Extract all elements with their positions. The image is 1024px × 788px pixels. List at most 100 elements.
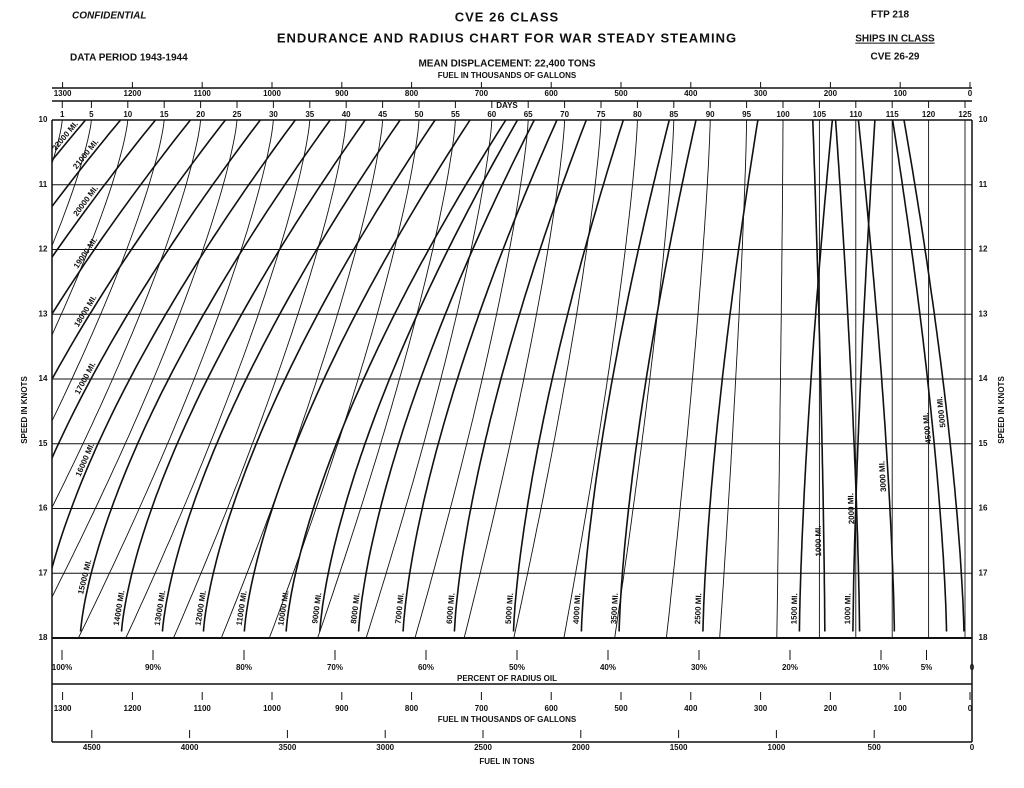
ships: CVE 26-29 bbox=[871, 52, 920, 63]
tons-label: 1000 bbox=[768, 743, 786, 752]
day-line bbox=[52, 120, 129, 337]
displacement: MEAN DISPLACEMENT: 22,400 TONS bbox=[418, 59, 595, 70]
day-line bbox=[52, 120, 92, 247]
distance-curve bbox=[52, 120, 261, 461]
top-fuel-label: 100 bbox=[894, 89, 908, 98]
bottom-fuel-label: 100 bbox=[894, 704, 908, 713]
distance-curve bbox=[285, 120, 507, 632]
bottom-fuel-label: 600 bbox=[545, 704, 559, 713]
tons-label: 0 bbox=[970, 743, 975, 752]
speed-label: 14 bbox=[979, 374, 988, 383]
day-line bbox=[220, 120, 384, 638]
days-label: 105 bbox=[813, 110, 827, 119]
distance-curve bbox=[812, 120, 826, 632]
days-label: 50 bbox=[415, 110, 424, 119]
distance-curve bbox=[798, 120, 834, 632]
days-label: 60 bbox=[487, 110, 496, 119]
distance-curve bbox=[243, 120, 471, 632]
bottom-fuel-title: FUEL IN THOUSANDS OF GALLONS bbox=[438, 715, 577, 724]
distance-label: 7000 MI. bbox=[394, 592, 406, 624]
percent-label: 90% bbox=[145, 663, 161, 672]
distance-curve bbox=[453, 120, 588, 632]
speed-label: 18 bbox=[39, 633, 48, 642]
days-label: 1 bbox=[60, 110, 65, 119]
speed-title: SPEED IN KNOTS bbox=[20, 376, 29, 444]
distance-curve bbox=[857, 120, 896, 632]
top-fuel-label: 600 bbox=[545, 89, 559, 98]
percent-label: 20% bbox=[782, 663, 798, 672]
top-fuel-label: 1300 bbox=[54, 89, 72, 98]
percent-label: 50% bbox=[509, 663, 525, 672]
speed-title: SPEED IN KNOTS bbox=[997, 376, 1006, 444]
days-label: 20 bbox=[196, 110, 205, 119]
distance-label: 2000 MI. bbox=[846, 493, 856, 524]
distance-curve bbox=[402, 120, 558, 632]
distance-curve bbox=[52, 120, 157, 259]
top-fuel-label: 400 bbox=[684, 89, 698, 98]
tons-label: 2000 bbox=[572, 743, 590, 752]
days-label: 80 bbox=[633, 110, 642, 119]
days-label: 55 bbox=[451, 110, 460, 119]
speed-label: 17 bbox=[979, 568, 988, 577]
days-label: 45 bbox=[378, 110, 387, 119]
day-line bbox=[125, 120, 311, 638]
speed-label: 16 bbox=[39, 504, 48, 513]
distance-curve bbox=[891, 120, 948, 632]
speed-label: 16 bbox=[979, 504, 988, 513]
distance-label: 1000 MI. bbox=[843, 593, 852, 624]
title: CVE 26 CLASS bbox=[455, 9, 559, 24]
top-fuel-label: 0 bbox=[968, 89, 973, 98]
distance-label: 4000 MI. bbox=[572, 593, 583, 625]
data-period: DATA PERIOD 1943-1944 bbox=[70, 53, 188, 64]
tons-label: 2500 bbox=[474, 743, 492, 752]
speed-label: 13 bbox=[979, 309, 988, 318]
speed-label: 11 bbox=[979, 180, 988, 189]
speed-label: 12 bbox=[979, 245, 988, 254]
speed-label: 10 bbox=[979, 115, 988, 124]
bottom-fuel-label: 0 bbox=[968, 704, 973, 713]
day-line bbox=[52, 120, 165, 422]
bottom-fuel-label: 1000 bbox=[263, 704, 281, 713]
days-label: 100 bbox=[776, 110, 790, 119]
day-line bbox=[776, 120, 784, 638]
days-label: 15 bbox=[160, 110, 169, 119]
distance-curve bbox=[580, 120, 671, 632]
speed-label: 12 bbox=[39, 245, 48, 254]
days-label: 90 bbox=[706, 110, 715, 119]
day-line bbox=[52, 120, 202, 509]
distance-curve bbox=[903, 120, 965, 632]
tons-label: 4500 bbox=[83, 743, 101, 752]
day-line bbox=[365, 120, 493, 638]
day-line bbox=[173, 120, 347, 638]
distance-label: 4500 MI. bbox=[921, 412, 933, 444]
top-fuel-label: 1200 bbox=[124, 89, 142, 98]
days-label: 35 bbox=[305, 110, 314, 119]
days-label: 30 bbox=[269, 110, 278, 119]
day-line bbox=[563, 120, 638, 638]
top-fuel-label: 300 bbox=[754, 89, 768, 98]
distance-label: 3500 MI. bbox=[609, 593, 620, 625]
subtitle: ENDURANCE AND RADIUS CHART FOR WAR STEAD… bbox=[277, 30, 737, 45]
percent-title: PERCENT OF RADIUS OIL bbox=[457, 674, 557, 683]
percent-label: 100% bbox=[52, 663, 72, 672]
speed-label: 15 bbox=[979, 439, 988, 448]
days-label: 40 bbox=[342, 110, 351, 119]
distance-curve bbox=[202, 120, 436, 632]
tons-label: 1500 bbox=[670, 743, 688, 752]
percent-label: 70% bbox=[327, 663, 343, 672]
bottom-fuel-label: 200 bbox=[824, 704, 838, 713]
top-fuel-label: 800 bbox=[405, 89, 419, 98]
distance-label: 9000 MI. bbox=[310, 592, 323, 624]
top-fuel-label: 1100 bbox=[194, 89, 212, 98]
bottom-fuel-label: 700 bbox=[475, 704, 489, 713]
distance-label: 1500 MI. bbox=[790, 593, 800, 624]
percent-label: 10% bbox=[873, 663, 889, 672]
distance-curve bbox=[161, 120, 401, 632]
distance-curve bbox=[52, 120, 122, 208]
distance-curve bbox=[512, 120, 625, 632]
distance-curve bbox=[357, 120, 536, 632]
speed-label: 14 bbox=[39, 374, 48, 383]
days-label: 65 bbox=[524, 110, 533, 119]
